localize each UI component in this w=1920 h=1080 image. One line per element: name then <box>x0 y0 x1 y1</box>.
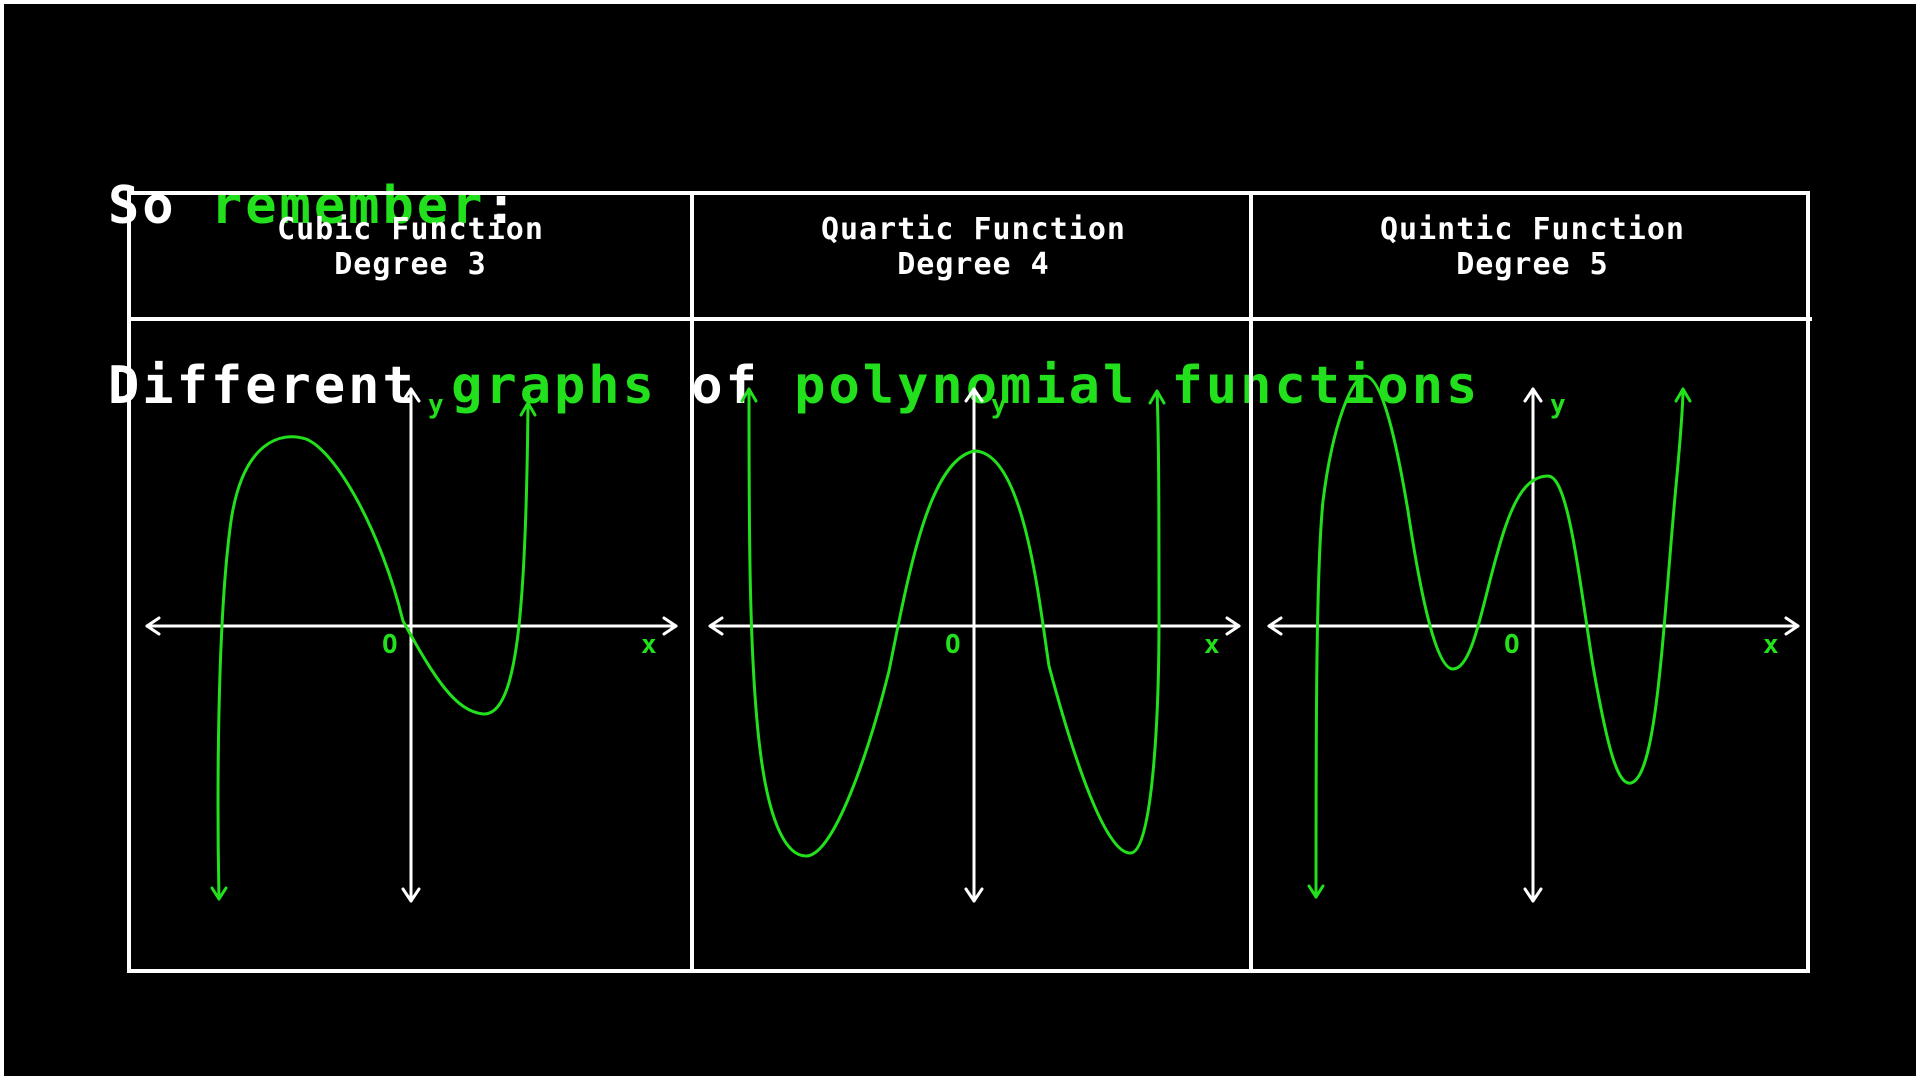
axes <box>708 387 1241 903</box>
graph-degree: Degree 4 <box>897 247 1050 282</box>
y-axis-arrow-up <box>401 387 421 403</box>
heading-line-1: So remember: <box>108 176 1480 236</box>
graph-degree: Degree 3 <box>334 247 487 282</box>
curve <box>1307 374 1692 899</box>
x-axis-label: x <box>641 630 657 660</box>
axes <box>145 387 678 903</box>
curve-arrow-up <box>519 401 537 417</box>
graph-column-quintic: Quintic Function Degree 5 <box>1249 195 1812 969</box>
graph-column-cubic: Cubic Function Degree 3 <box>131 195 690 969</box>
curve-arrow-down <box>1307 884 1325 899</box>
axes <box>1267 387 1800 903</box>
heading-highlight: remember <box>210 176 486 236</box>
quintic-curve <box>1314 374 1685 899</box>
y-axis-arrow-up <box>964 387 984 403</box>
heading-line-2: Different graphs of polynomial functions <box>108 356 1480 416</box>
heading-text: : <box>485 176 520 236</box>
column-header: Quintic Function Degree 5 <box>1253 195 1812 321</box>
quartic-curve <box>747 387 1161 858</box>
x-axis-arrow-left <box>145 616 161 636</box>
origin-label: O <box>382 630 398 660</box>
heading-text: So <box>108 176 211 236</box>
quartic-graph: O x y <box>708 387 1241 903</box>
y-axis-arrow-down <box>1523 887 1543 903</box>
x-axis-label: x <box>1763 630 1779 660</box>
cubic-graph: O x y <box>145 387 678 903</box>
graph-area: O x y <box>1253 321 1812 969</box>
graph-title: Cubic Function <box>277 212 544 247</box>
y-axis-label: y <box>991 390 1007 420</box>
curve <box>740 387 1166 858</box>
x-axis-arrow-right <box>1784 616 1800 636</box>
curve <box>210 401 537 901</box>
y-axis-arrow-up <box>1523 387 1543 403</box>
origin-label: O <box>1504 630 1520 660</box>
cubic-curve <box>216 401 530 901</box>
graph-column-quartic: Quartic Function Degree 4 <box>690 195 1253 969</box>
curve-arrow-up <box>1674 387 1692 403</box>
y-axis-arrow-down <box>401 887 421 903</box>
x-axis-arrow-left <box>708 616 724 636</box>
x-axis-arrow-left <box>1267 616 1283 636</box>
graph-area: O x y <box>694 321 1253 969</box>
graph-title: Quartic Function <box>821 212 1126 247</box>
heading-text: Different <box>108 356 452 416</box>
heading-highlight: graphs <box>451 356 657 416</box>
column-header: Quartic Function Degree 4 <box>694 195 1253 321</box>
x-axis-label: x <box>1204 630 1220 660</box>
quintic-graph: O x y <box>1267 374 1800 903</box>
graph-degree: Degree 5 <box>1456 247 1609 282</box>
y-axis-arrow-down <box>964 887 984 903</box>
y-axis-label: y <box>428 390 444 420</box>
origin-label: O <box>945 630 961 660</box>
y-axis-label: y <box>1550 390 1566 420</box>
curve-arrow-up-right <box>1148 389 1166 405</box>
graph-table: Cubic Function Degree 3 <box>127 191 1812 973</box>
column-header: Cubic Function Degree 3 <box>131 195 690 321</box>
graph-area: O x y <box>131 321 690 969</box>
graph-title: Quintic Function <box>1380 212 1685 247</box>
x-axis-arrow-right <box>1225 616 1241 636</box>
curve-arrow-down <box>210 886 228 901</box>
heading-highlight: polynomial <box>794 356 1138 416</box>
heading-text: of <box>656 356 795 416</box>
slide: So remember: Different graphs of polynom… <box>4 4 1916 1076</box>
heading-highlight: functions <box>1171 356 1481 416</box>
slide-heading: So remember: Different graphs of polynom… <box>108 56 1480 536</box>
x-axis-arrow-right <box>662 616 678 636</box>
curve-arrow-up-left <box>740 387 758 403</box>
